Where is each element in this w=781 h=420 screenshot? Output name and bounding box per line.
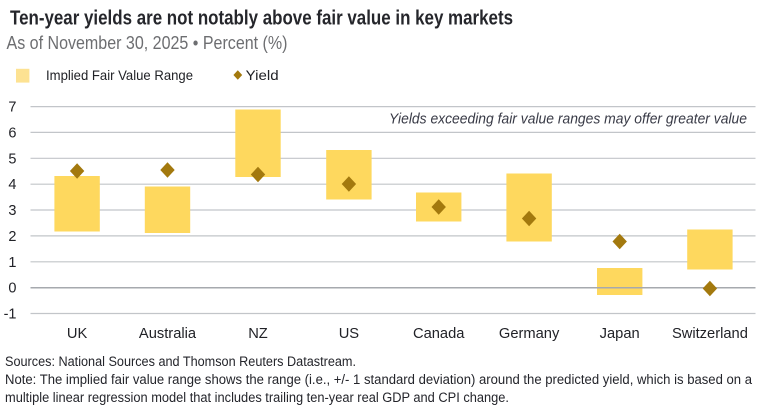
svg-text:2: 2 (8, 229, 16, 245)
svg-text:4: 4 (8, 177, 16, 193)
svg-text:Japan: Japan (600, 326, 640, 342)
svg-text:-1: -1 (4, 307, 17, 323)
svg-text:Yield: Yield (246, 67, 279, 83)
svg-text:Implied Fair Value Range: Implied Fair Value Range (46, 67, 193, 83)
svg-text:Germany: Germany (499, 326, 560, 342)
svg-text:3: 3 (8, 203, 16, 219)
svg-text:Sources: National Sources and: Sources: National Sources and Thomson Re… (5, 354, 356, 370)
svg-text:Note: The implied fair value r: Note: The implied fair value range shows… (5, 372, 752, 388)
svg-text:5: 5 (8, 151, 16, 167)
svg-text:1: 1 (8, 255, 16, 271)
svg-text:7: 7 (8, 100, 16, 116)
svg-text:6: 6 (8, 125, 16, 141)
svg-text:multiple linear regression mod: multiple linear regression model that in… (5, 390, 509, 406)
svg-text:As of November 30, 2025 • Perc: As of November 30, 2025 • Percent (%) (7, 33, 288, 53)
svg-text:UK: UK (67, 326, 88, 342)
svg-text:NZ: NZ (248, 326, 268, 342)
svg-text:Switzerland: Switzerland (672, 326, 748, 342)
svg-text:Yields exceeding fair value ra: Yields exceeding fair value ranges may o… (389, 112, 747, 128)
svg-text:Ten-year yields are not notabl: Ten-year yields are not notably above fa… (10, 8, 513, 30)
svg-text:US: US (339, 326, 360, 342)
svg-text:Australia: Australia (139, 326, 197, 342)
svg-text:0: 0 (8, 281, 16, 297)
svg-text:Canada: Canada (413, 326, 465, 342)
